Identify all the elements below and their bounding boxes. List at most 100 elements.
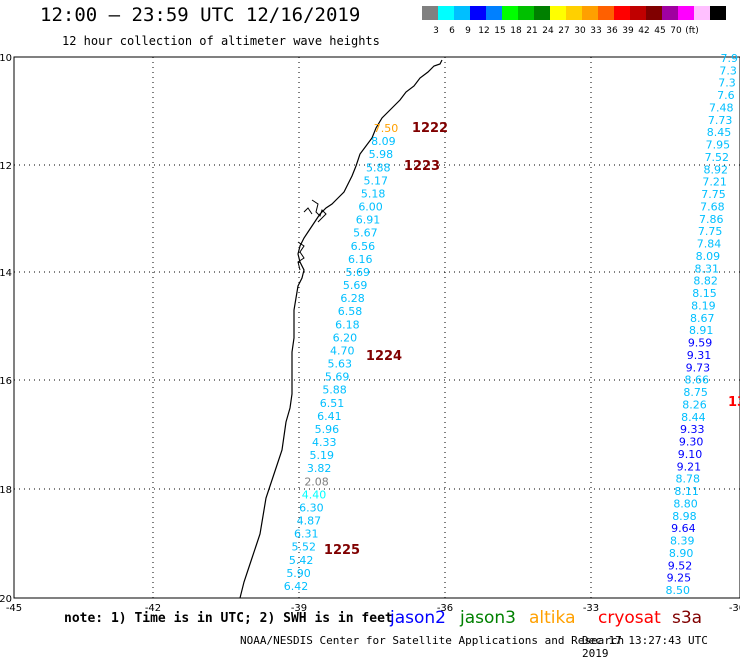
page-subtitle: 12 hour collection of altimeter wave hei… <box>62 34 380 48</box>
track-time-label: 1222 <box>412 121 448 136</box>
legend-tick-label: 21 <box>526 26 537 36</box>
swh-value: 6.18 <box>335 318 360 331</box>
latitude-tick-label: -10 <box>0 53 12 64</box>
legend-tick-label: 3 <box>433 26 439 36</box>
swh-value: 6.00 <box>358 201 383 214</box>
legend-tick-label: 36 <box>606 26 618 36</box>
satellite-name: s3a <box>672 608 703 628</box>
longitude-tick-label: -36 <box>437 603 453 614</box>
swh-value: 5.18 <box>361 187 386 200</box>
swh-value: 5.88 <box>366 161 391 174</box>
legend-swatch <box>598 6 614 20</box>
swh-value: 6.28 <box>340 292 365 305</box>
track-time-label: 13 <box>728 395 740 410</box>
swh-value: 6.56 <box>351 240 376 253</box>
swh-value: 8.11 <box>674 485 699 498</box>
footer-credit: NOAA/NESDIS Center for Satellite Applica… <box>240 634 625 647</box>
swh-value: 8.15 <box>692 287 717 300</box>
coastline <box>239 59 443 599</box>
track-time-label: 1223 <box>404 159 440 174</box>
swh-value: 6.16 <box>348 253 373 266</box>
swh-value: 7.9 <box>721 52 739 65</box>
legend-tick-label: 33 <box>590 26 601 36</box>
legend-tick-label: 39 <box>622 26 634 36</box>
swh-value: 2.08 <box>304 475 329 488</box>
legend-tick-label: 30 <box>574 26 586 36</box>
swh-value: 5.69 <box>325 371 350 384</box>
swh-value: 9.21 <box>677 460 702 473</box>
legend-tick-label: 70 <box>670 26 682 36</box>
swh-value: 8.19 <box>691 299 716 312</box>
track-time-label: 1225 <box>324 543 360 558</box>
swh-value: 9.73 <box>686 361 711 374</box>
swh-value: 7.73 <box>708 114 733 127</box>
swh-value: 9.31 <box>687 349 712 362</box>
swh-value: 5.42 <box>289 554 314 567</box>
swh-value: 9.25 <box>667 572 692 585</box>
swh-value: 4.87 <box>297 515 322 528</box>
legend-swatch <box>710 6 726 20</box>
swh-value: 7.68 <box>700 200 725 213</box>
swh-value: 6.20 <box>333 331 358 344</box>
swh-value: 8.50 <box>666 584 691 597</box>
longitude-tick-label: -45 <box>6 603 22 614</box>
swh-value: 5.98 <box>369 148 394 161</box>
swh-value: 4.40 <box>302 488 327 501</box>
legend-swatch <box>566 6 582 20</box>
legend-tick-label: 15 <box>494 26 505 36</box>
swh-value: 8.98 <box>672 510 697 523</box>
satellite-name: jason2 <box>390 608 446 628</box>
swh-value: 5.96 <box>315 423 340 436</box>
legend-tick-label: 9 <box>465 26 471 36</box>
legend-swatch <box>502 6 518 20</box>
swh-value: 9.30 <box>679 436 704 449</box>
legend-tick-label: (ft) <box>685 26 699 36</box>
page-title: 12:00 – 23:59 UTC 12/16/2019 <box>40 4 361 26</box>
legend-swatch <box>422 6 438 20</box>
legend-swatch <box>518 6 534 20</box>
satellite-name: cryosat <box>598 608 661 628</box>
satellite-name: altika <box>529 608 576 628</box>
units-note: note: 1) Time is in UTC; 2) SWH is in fe… <box>64 611 393 626</box>
swh-value: 7.48 <box>709 101 734 114</box>
swh-value: 6.41 <box>317 410 342 423</box>
swh-value: 9.52 <box>668 559 693 572</box>
swh-value: 8.91 <box>689 324 714 337</box>
swh-value: 6.30 <box>299 501 324 514</box>
swh-value: 7.50 <box>374 122 399 135</box>
legend-swatch <box>534 6 550 20</box>
swh-value: 5.69 <box>345 266 370 279</box>
bay-outline <box>297 199 327 271</box>
swh-value: 6.31 <box>294 528 319 541</box>
legend-tick-label: 6 <box>449 26 455 36</box>
swh-value: 7.95 <box>706 139 731 152</box>
swh-value: 7.6 <box>717 89 735 102</box>
latitude-tick-label: -14 <box>0 268 12 279</box>
swh-value: 7.84 <box>697 238 722 251</box>
swh-value: 8.44 <box>681 411 706 424</box>
swh-value: 6.91 <box>356 214 381 227</box>
swh-value: 8.26 <box>682 398 707 411</box>
latitude-tick-label: -16 <box>0 376 12 387</box>
legend-swatch <box>646 6 662 20</box>
longitude-tick-label: -42 <box>145 603 161 614</box>
color-scale-legend: 3 6 9 12 15 18 21 24 27 30 33 36 39 42 45 70 (ft) <box>422 6 726 36</box>
swh-value: 8.66 <box>684 374 709 387</box>
legend-swatch <box>582 6 598 20</box>
longitude-tick-label: -30 <box>729 603 740 614</box>
legend-tick-label: 42 <box>638 26 649 36</box>
longitude-tick-label: -33 <box>583 603 599 614</box>
legend-swatch <box>486 6 502 20</box>
swh-value: 8.80 <box>673 497 698 510</box>
legend-swatch <box>454 6 470 20</box>
swh-value: 8.45 <box>707 126 732 139</box>
altimeter-track-east: 7.97.37.37.67.487.738.457.957.528.927.21… <box>666 52 739 597</box>
legend-swatch <box>438 6 454 20</box>
legend-tick-label: 12 <box>478 26 489 36</box>
swh-value: 3.82 <box>307 462 332 475</box>
legend-swatch <box>550 6 566 20</box>
latitude-tick-label: -18 <box>0 485 12 496</box>
swh-value: 8.75 <box>683 386 708 399</box>
swh-value: 7.3 <box>718 77 736 90</box>
